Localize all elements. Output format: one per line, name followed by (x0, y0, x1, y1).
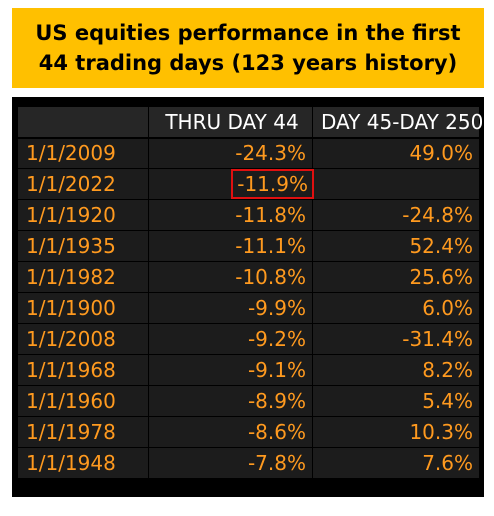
header-day-45-250: DAY 45-DAY 250 (312, 106, 483, 139)
row-day-45-250: 6.0% (312, 292, 480, 324)
table-row: 1/1/1982 -10.8% 25.6% (17, 261, 480, 293)
row-date: 1/1/2022 (17, 168, 149, 200)
row-date: 1/1/1960 (17, 385, 149, 417)
table-row: 1/1/2009 -24.3% 49.0% (17, 137, 480, 169)
chart-title: US equities performance in the first 44 … (35, 21, 461, 75)
row-day-45-250: 25.6% (312, 261, 480, 293)
row-day-45-250: -31.4% (312, 323, 480, 355)
row-thru-day-44: -7.8% (148, 447, 313, 479)
performance-table: THRU DAY 44 DAY 45-DAY 250 1/1/2009 -24.3… (17, 106, 483, 479)
row-thru-day-44: -9.1% (148, 354, 313, 386)
row-thru-day-44: -11.8% (148, 199, 313, 231)
row-thru-day-44: -10.8% (148, 261, 313, 293)
row-date: 1/1/1935 (17, 230, 149, 262)
title-banner: US equities performance in the first 44 … (12, 8, 484, 88)
row-date: 1/1/1948 (17, 447, 149, 479)
header-date (17, 106, 149, 139)
table-row: 1/1/1920 -11.8% -24.8% (17, 199, 480, 231)
table-header-row: THRU DAY 44 DAY 45-DAY 250 (17, 106, 483, 139)
row-day-45-250: 49.0% (312, 137, 480, 169)
row-day-45-250: 5.4% (312, 385, 480, 417)
row-date: 1/1/1982 (17, 261, 149, 293)
row-date: 1/1/2009 (17, 137, 149, 169)
row-thru-day-44: -24.3% (148, 137, 313, 169)
row-thru-day-44-cell: -11.9% (148, 168, 314, 200)
data-table-panel: THRU DAY 44 DAY 45-DAY 250 1/1/2009 -24.3… (12, 97, 484, 497)
table-row: 1/1/1948 -7.8% 7.6% (17, 447, 480, 479)
row-date: 1/1/1920 (17, 199, 149, 231)
highlighted-value-box: -11.9% (231, 169, 314, 199)
row-day-45-250: 52.4% (312, 230, 480, 262)
table-body: 1/1/2009 -24.3% 49.0% 1/1/2022 -11.9% 1/1/192… (17, 137, 480, 479)
row-day-45-250: 10.3% (312, 416, 480, 448)
row-date: 1/1/1900 (17, 292, 149, 324)
table-row: 1/1/1900 -9.9% 6.0% (17, 292, 480, 324)
row-day-45-250: 7.6% (312, 447, 480, 479)
row-day-45-250: 8.2% (312, 354, 480, 386)
row-date: 1/1/1968 (17, 354, 149, 386)
row-thru-day-44: -8.6% (148, 416, 313, 448)
row-thru-day-44: -9.9% (148, 292, 313, 324)
table-row: 1/1/2022 -11.9% (17, 168, 480, 200)
table-row: 1/1/2008 -9.2% -31.4% (17, 323, 480, 355)
row-thru-day-44: -8.9% (148, 385, 313, 417)
header-thru-day-44: THRU DAY 44 (148, 106, 313, 139)
row-thru-day-44: -9.2% (148, 323, 313, 355)
table-row: 1/1/1968 -9.1% 8.2% (17, 354, 480, 386)
row-date: 1/1/1978 (17, 416, 149, 448)
row-day-45-250: -24.8% (312, 199, 480, 231)
table-row: 1/1/1978 -8.6% 10.3% (17, 416, 480, 448)
row-day-45-250 (312, 168, 480, 200)
table-row: 1/1/1960 -8.9% 5.4% (17, 385, 480, 417)
row-thru-day-44: -11.1% (148, 230, 313, 262)
row-date: 1/1/2008 (17, 323, 149, 355)
table-row: 1/1/1935 -11.1% 52.4% (17, 230, 480, 262)
